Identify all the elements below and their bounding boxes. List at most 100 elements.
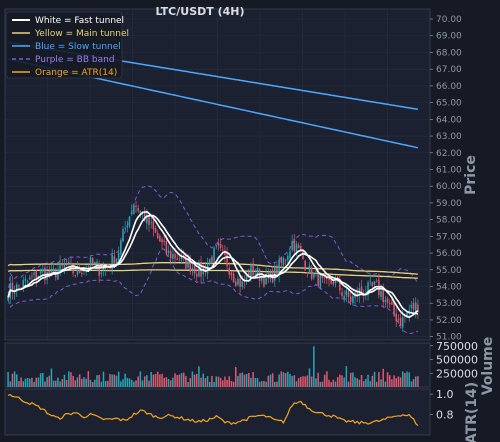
candle-body	[107, 264, 109, 267]
volume-bar	[378, 372, 380, 387]
candle-body	[81, 273, 83, 275]
candle-body	[221, 249, 224, 251]
candle-body	[373, 281, 376, 285]
volume-bar	[130, 379, 133, 387]
atr-series-line	[7, 394, 419, 427]
volume-bar	[414, 376, 417, 387]
volume-bar	[172, 377, 174, 387]
candle-body	[96, 261, 98, 265]
volume-bar	[72, 375, 74, 387]
volume-bar	[200, 377, 202, 387]
candle-body	[352, 296, 354, 304]
candle-body	[44, 267, 46, 281]
volume-bar	[146, 375, 148, 387]
candle-body	[26, 280, 29, 282]
candle-body	[185, 255, 187, 269]
volume-bar	[276, 381, 278, 387]
candle-body	[29, 277, 31, 280]
legend-slow-label: Blue = Slow tunnel	[35, 42, 121, 52]
candle-body	[172, 254, 174, 259]
volume-tick-label: 250000	[436, 367, 478, 380]
volume-bar	[94, 379, 96, 387]
candle-body	[39, 269, 42, 274]
volume-bar	[386, 372, 389, 387]
volume-bar	[417, 376, 419, 387]
candle-body	[412, 302, 415, 310]
volume-bar	[295, 381, 298, 387]
candle-body	[414, 302, 417, 312]
volume-bar	[189, 378, 191, 387]
candle-body	[401, 316, 404, 328]
volume-bar	[226, 380, 228, 387]
volume-bar	[241, 372, 244, 387]
candle-body	[180, 255, 183, 260]
chart-title: LTC/USDT (4H)	[155, 5, 244, 18]
volume-bar	[401, 371, 404, 387]
volume-bar	[365, 378, 367, 387]
volume-bar	[278, 374, 280, 387]
candle-body	[156, 233, 159, 238]
candle-body	[130, 211, 133, 214]
volume-bar	[349, 372, 352, 387]
candle-body	[213, 247, 215, 262]
volume-bar	[55, 380, 57, 387]
volume-bar	[11, 373, 14, 387]
volume-bar	[388, 375, 391, 387]
candle-body	[237, 278, 239, 285]
candle-body	[345, 290, 348, 296]
volume-bar	[165, 377, 168, 387]
volume-bar	[382, 368, 384, 387]
volume-bar	[334, 381, 337, 387]
volume-bar	[24, 378, 27, 387]
volume-bar	[111, 374, 113, 387]
volume-bar	[15, 374, 18, 387]
candle-body	[72, 265, 74, 274]
volume-bar	[154, 374, 157, 387]
price-tick-label: 52.00	[436, 316, 462, 326]
candle-body	[315, 270, 317, 272]
candle-body	[42, 269, 44, 272]
volume-bar	[352, 372, 354, 387]
main-tunnel-lower	[7, 269, 418, 279]
candle-body	[215, 245, 218, 247]
volume-bar	[243, 374, 246, 387]
candle-body	[330, 279, 332, 284]
volume-bar	[336, 377, 339, 387]
candle-body	[256, 267, 259, 275]
candle-body	[226, 253, 228, 267]
candle-body	[343, 295, 345, 299]
candle-body	[304, 260, 306, 271]
volume-bar	[68, 371, 70, 387]
volume-bar	[354, 377, 356, 387]
fast-tunnel-line-1	[7, 210, 419, 319]
volume-bar	[221, 380, 224, 387]
price-tick-label: 68.00	[436, 48, 462, 58]
volume-bar	[22, 381, 25, 387]
legend-fast-label: White = Fast tunnel	[35, 16, 124, 26]
price-tick-label: 65.00	[436, 99, 462, 109]
volume-bar	[29, 378, 31, 387]
candle-body	[128, 216, 131, 227]
volume-bar	[232, 381, 235, 387]
volume-bar	[102, 371, 105, 387]
atr-line	[7, 394, 419, 427]
volume-bar	[297, 378, 300, 387]
candle-body	[224, 251, 226, 256]
volume-bar	[176, 374, 178, 387]
volume-bar	[208, 381, 211, 387]
volume-bar	[128, 378, 131, 387]
candle-body	[146, 214, 148, 224]
candle-body	[122, 228, 124, 242]
volume-bar	[263, 380, 265, 387]
candle-body	[241, 281, 244, 287]
candle-body	[124, 227, 126, 229]
price-tick-label: 60.00	[436, 182, 462, 192]
candle-body	[113, 256, 116, 266]
volume-bar	[315, 378, 317, 387]
candle-body	[228, 268, 231, 275]
candle-body	[393, 303, 395, 315]
price-tick-label: 66.00	[436, 82, 462, 92]
candle-body	[150, 222, 152, 224]
volume-bar	[287, 371, 289, 387]
